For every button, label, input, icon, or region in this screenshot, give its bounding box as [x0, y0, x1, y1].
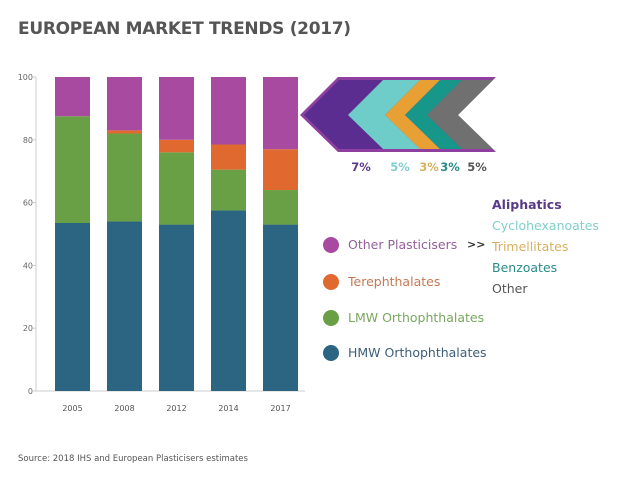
breakdown-percent-label: 3%: [440, 160, 460, 174]
bar-segment-lmw-orthophthalates: [263, 190, 298, 225]
y-tick-label: 20: [23, 324, 33, 333]
bar-segment-terephthalates: [263, 149, 298, 191]
bar-segment-lmw-orthophthalates: [159, 152, 194, 225]
bar-segment-terephthalates: [159, 139, 194, 153]
legend-label: Terephthalates: [348, 274, 441, 289]
breakdown-label: Other: [492, 281, 528, 296]
legend-label: LMW Orthophthalates: [348, 310, 485, 325]
breakdown-percent-label: 5%: [390, 160, 410, 174]
breakdown-percent-label: 7%: [351, 160, 371, 174]
bar-segment-lmw-orthophthalates: [107, 133, 142, 222]
breakdown-segment-other: [427, 80, 493, 149]
breakdown-label: Cyclohexanoates: [492, 218, 599, 233]
bar-segment-hmw-orthophthalates: [107, 221, 142, 391]
bar-segment-other-plasticisers: [55, 77, 90, 117]
bar-segment-other-plasticisers: [211, 77, 246, 145]
source-note: Source: 2018 IHS and European Plasticise…: [18, 454, 248, 464]
y-tick-label: 40: [23, 261, 33, 270]
breakdown-label: Benzoates: [492, 260, 558, 275]
x-tick-label: 2005: [62, 404, 82, 413]
legend-swatch: [323, 274, 339, 290]
breakdown-separator: >>: [467, 238, 486, 251]
bar-segment-terephthalates: [107, 130, 142, 134]
bar-segment-lmw-orthophthalates: [211, 169, 246, 211]
breakdown-segment-benzoates: [405, 80, 462, 149]
chart-title: EUROPEAN MARKET TRENDS (2017): [18, 19, 351, 39]
breakdown-label: Aliphatics: [492, 197, 562, 212]
bar-segment-hmw-orthophthalates: [55, 223, 90, 391]
breakdown-segment-aliphatics: [304, 80, 383, 149]
bar-segment-hmw-orthophthalates: [263, 224, 298, 391]
bar-segment-other-plasticisers: [263, 77, 298, 150]
bar-segment-other-plasticisers: [107, 77, 142, 131]
legend-label: HMW Orthophthalates: [348, 345, 487, 360]
y-tick-label: 100: [18, 73, 33, 82]
legend-label: Other Plasticisers: [348, 237, 458, 252]
x-tick-label: 2012: [166, 404, 186, 413]
breakdown-segment-cyclohexanoates: [348, 80, 420, 149]
y-tick-label: 60: [23, 199, 33, 208]
breakdown-percent-label: 3%: [419, 160, 439, 174]
bar-segment-other-plasticisers: [159, 77, 194, 140]
breakdown-percent-label: 5%: [467, 160, 487, 174]
breakdown-label: Trimellitates: [492, 239, 569, 254]
legend-swatch: [323, 310, 339, 326]
bar-segment-hmw-orthophthalates: [159, 224, 194, 391]
y-tick-label: 0: [28, 387, 33, 396]
breakdown-segment-trimellitates: [385, 80, 440, 149]
y-tick-label: 80: [23, 136, 33, 145]
bar-segment-terephthalates: [211, 144, 246, 170]
x-tick-label: 2017: [270, 404, 290, 413]
bar-segment-hmw-orthophthalates: [211, 210, 246, 391]
bar-segment-lmw-orthophthalates: [55, 116, 90, 224]
x-tick-label: 2014: [218, 404, 238, 413]
x-tick-label: 2008: [114, 404, 134, 413]
legend-swatch: [323, 345, 339, 361]
legend-swatch: [323, 237, 339, 253]
